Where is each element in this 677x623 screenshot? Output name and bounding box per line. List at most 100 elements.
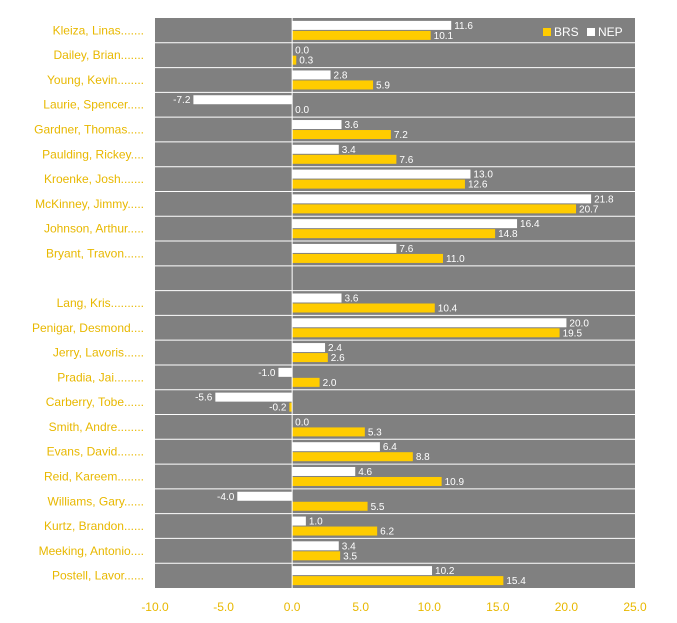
category-label: Bryant, Travon...... [46, 246, 144, 260]
bar-brs [292, 130, 391, 140]
data-label-brs: 5.3 [368, 427, 382, 438]
bar-nep [292, 466, 356, 476]
bar-brs [292, 55, 297, 65]
data-label-nep: 2.8 [334, 70, 348, 81]
data-label-brs: 5.9 [376, 80, 390, 91]
bar-brs [292, 80, 374, 90]
x-tick-label: 15.0 [486, 600, 510, 614]
bar-brs [292, 253, 443, 263]
bar-brs [292, 576, 504, 586]
bar-brs [292, 328, 560, 338]
data-label-brs: 19.5 [563, 328, 583, 339]
data-label-nep: 3.6 [345, 294, 359, 305]
bar-nep [292, 343, 326, 353]
x-axis-tick-labels: -10.0 -5.0 0.0 5.0 10.0 15.0 20.0 25.0 [141, 600, 647, 614]
category-label: Lang, Kris.......... [57, 296, 144, 310]
category-labels: Kleiza, Linas....... Dailey, Brian.......… [32, 23, 144, 582]
x-tick-label: -5.0 [213, 600, 234, 614]
bar-nep [292, 194, 592, 204]
bar-brs [292, 377, 320, 387]
bar-brs [292, 179, 465, 189]
category-label: Young, Kevin........ [47, 73, 144, 87]
data-label-nep: -5.6 [195, 393, 213, 404]
data-label-nep: 10.2 [435, 566, 455, 577]
x-tick-label: 20.0 [555, 600, 579, 614]
data-label-nep: 3.4 [342, 145, 356, 156]
data-label-brs: 6.2 [380, 527, 394, 538]
bar-brs [289, 402, 293, 412]
bar-nep [292, 541, 339, 551]
bar-brs [292, 452, 413, 462]
bar-nep [292, 243, 397, 253]
data-label-nep: 3.6 [345, 120, 359, 131]
bar-nep [292, 219, 518, 229]
bar-brs [292, 30, 431, 40]
data-label-nep: -7.2 [173, 95, 191, 106]
legend-label-brs: BRS [554, 25, 579, 39]
legend: BRS NEP [543, 25, 623, 39]
data-label-nep: 20.0 [569, 318, 589, 329]
category-label: Williams, Gary...... [48, 494, 144, 508]
data-label-brs: 2.0 [323, 378, 337, 389]
row-separators [155, 42, 635, 564]
data-label-brs: 0.3 [299, 56, 313, 67]
category-label: Jerry, Lavoris...... [53, 346, 144, 360]
bar-nep [215, 392, 293, 402]
data-label-brs: 20.7 [579, 204, 599, 215]
bar-brs [292, 353, 328, 363]
value-labels: 11.610.10.00.32.85.9-7.20.03.67.23.47.61… [173, 21, 614, 587]
bar-nep [292, 566, 433, 576]
bar-nep [292, 318, 567, 328]
data-label-nep: 11.6 [454, 21, 473, 32]
data-label-brs: 8.8 [416, 452, 430, 463]
category-label: Dailey, Brian....... [54, 48, 144, 62]
category-label: Carberry, Tobe...... [46, 395, 144, 409]
x-tick-label: 0.0 [284, 600, 301, 614]
category-label: Kroenke, Josh....... [44, 172, 144, 186]
data-label-nep: 13.0 [473, 170, 493, 181]
category-label: Postell, Lavor...... [52, 569, 144, 583]
x-tick-label: 10.0 [418, 600, 442, 614]
category-label: Evans, David........ [47, 445, 144, 459]
bar-brs [292, 551, 341, 561]
data-label-brs: 7.2 [394, 130, 408, 141]
category-label: Reid, Kareem........ [44, 469, 144, 483]
category-label: Penigar, Desmond.... [32, 321, 144, 335]
legend-label-nep: NEP [598, 25, 623, 39]
bar-brs [292, 476, 442, 486]
bar-brs [292, 154, 397, 164]
data-label-nep: -1.0 [258, 368, 276, 379]
data-label-brs: 3.5 [343, 551, 357, 562]
data-label-nep: 6.4 [383, 442, 397, 453]
category-label: Pradia, Jai......... [57, 370, 144, 384]
bars-layer [193, 20, 592, 586]
bar-nep [237, 491, 293, 501]
bar-nep [292, 70, 331, 80]
bar-brs [292, 303, 435, 313]
data-label-nep: 0.0 [295, 46, 309, 57]
data-label-brs: 2.6 [331, 353, 345, 364]
data-label-brs: 14.8 [498, 229, 518, 240]
bar-nep [193, 95, 293, 105]
bar-brs [292, 501, 368, 511]
data-label-nep: 1.0 [309, 517, 323, 528]
category-label: Paulding, Rickey.... [42, 147, 144, 161]
data-label-brs: 10.4 [438, 304, 458, 315]
category-label: Gardner, Thomas..... [34, 123, 144, 137]
data-label-brs: 10.1 [434, 31, 454, 42]
data-label-brs: 7.6 [399, 155, 413, 166]
bar-brs [292, 526, 378, 536]
category-label: Kurtz, Brandon...... [44, 519, 144, 533]
category-label: Smith, Andre........ [49, 420, 144, 434]
data-label-brs: 5.5 [371, 502, 385, 513]
data-label-brs: 10.9 [445, 477, 465, 488]
data-label-nep: 4.6 [358, 467, 372, 478]
bar-brs [292, 229, 496, 239]
bar-nep [278, 367, 293, 377]
category-label: Meeking, Antonio.... [39, 544, 144, 558]
category-label: McKinney, Jimmy..... [35, 197, 144, 211]
bar-nep [292, 516, 306, 526]
data-label-brs: 12.6 [468, 180, 488, 191]
bar-nep [292, 293, 342, 303]
